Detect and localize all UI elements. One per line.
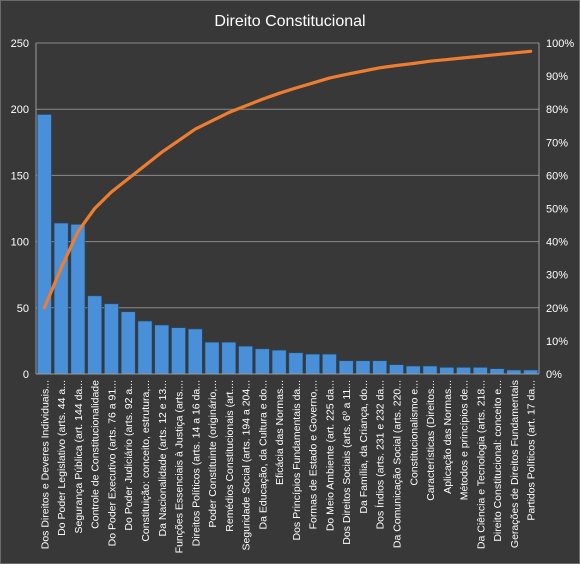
category-label: Constitucionalismo e... (408, 380, 420, 486)
category-label: Dos Índios (arts. 231 e 232 da... (374, 380, 387, 529)
category-label: Dos Direitos Sociais (arts. 6º a 11... (341, 380, 353, 545)
right-axis: 0% 10% 20% 30% 40% 50% 60% 70% 80% 90% 100% (538, 38, 574, 381)
right-tick-label: 80% (546, 104, 568, 116)
category-label: Aplicação das Normas... (442, 380, 454, 494)
chart-title: Direito Constitucional (214, 13, 365, 30)
category-label: Do Meio Ambiente (art. 225 da... (324, 380, 336, 531)
category-label: Do Poder Executivo (arts. 76 a 91... (106, 380, 118, 546)
bar (456, 367, 471, 375)
category-label: Segurança Pública (art. 144 da... (73, 380, 85, 534)
bar (422, 365, 438, 375)
left-tick-label: 150 (11, 170, 29, 182)
right-tick-label: 70% (546, 137, 568, 149)
bar (372, 360, 388, 375)
category-label: Da Família, da Criança, do... (358, 380, 370, 514)
bar (238, 345, 253, 375)
category-label: Controle de Constitucionalidade (90, 380, 102, 529)
right-tick-label: 20% (546, 303, 568, 315)
category-label: Formas de Estado e Governo,... (308, 380, 320, 529)
right-tick-label: 0% (546, 369, 562, 381)
bar (104, 303, 119, 375)
category-label: Da Nacionalidade (arts. 12 e 13... (157, 380, 169, 536)
left-tick-label: 200 (11, 104, 29, 116)
left-axis: 0 50 100 150 200 250 (11, 38, 37, 381)
category-label: Partidos Políticos (art. 17 da... (526, 380, 538, 521)
category-label: Da Educação, da Cultura e do... (257, 380, 269, 529)
bar (137, 320, 153, 375)
bar (322, 353, 337, 375)
category-label: Funções Essenciais à Justiça (arts.... (174, 380, 186, 553)
category-label: Direitos Políticos (arts. 14 a 16 da... (190, 380, 202, 546)
category-label: Do Poder Judiciário (arts. 92 a... (123, 380, 135, 531)
category-label: Dos Princípios Fundamentais da... (291, 380, 303, 541)
bar (288, 352, 304, 375)
category-label: Dos Direitos e Deveres Individuais... (39, 380, 51, 549)
left-tick-label: 100 (11, 237, 29, 249)
left-tick-label: 0 (23, 369, 29, 381)
left-tick-label: 50 (17, 303, 29, 315)
right-tick-label: 50% (546, 204, 568, 216)
category-label: Da Ciência e Tecnologia (arts. 218... (475, 380, 487, 549)
bar (506, 369, 522, 375)
bar (271, 349, 287, 375)
bar (305, 353, 320, 375)
bar (37, 114, 52, 375)
grid-lines (36, 42, 539, 309)
bar (154, 324, 170, 375)
bar (70, 224, 86, 375)
bar (187, 328, 203, 375)
category-label: Direito Constitucional: conceito e... (492, 380, 504, 542)
x-axis: Dos Direitos e Deveres Individuais... Do … (36, 373, 539, 553)
category-label: Remédios Constitucionais (art.... (224, 380, 236, 532)
category-label: Métodos e princípios de... (459, 380, 471, 500)
bar (221, 341, 237, 375)
left-tick-label: 250 (11, 38, 29, 50)
cumulative-line (42, 49, 533, 310)
bar (389, 364, 404, 375)
category-label: Gerações de Direitos Fundamentais (509, 380, 521, 548)
bar (472, 367, 488, 375)
category-label: Constituição: conceito, estrutura,... (140, 380, 152, 542)
category-label: Características (Direitos... (425, 380, 437, 501)
bar (120, 311, 136, 375)
bar (171, 327, 186, 375)
category-label: Do Poder Legislativo (arts. 44 a... (56, 380, 68, 536)
right-tick-label: 40% (546, 237, 568, 249)
right-tick-label: 60% (546, 170, 568, 182)
bar (255, 348, 270, 375)
right-tick-label: 10% (546, 336, 568, 348)
bar (439, 367, 455, 375)
category-label: Seguridade Social (arts. 194 a 204... (241, 380, 253, 550)
right-tick-label: 90% (546, 71, 568, 83)
cumulative-line-series (42, 49, 533, 310)
right-tick-label: 30% (546, 270, 568, 282)
bar (204, 341, 220, 375)
bar-series (37, 114, 538, 375)
bar (87, 295, 103, 375)
bar (489, 368, 505, 375)
bar (53, 222, 69, 375)
bar (338, 360, 354, 375)
bar (355, 360, 371, 375)
right-tick-label: 100% (546, 38, 574, 50)
category-label: Da Comunicação Social (arts. 220... (391, 380, 403, 548)
bar (523, 369, 538, 375)
category-label: Poder Constituinte (originário,... (207, 380, 219, 528)
bar (405, 365, 421, 375)
category-label: Eficácia das Normas... (274, 380, 286, 485)
